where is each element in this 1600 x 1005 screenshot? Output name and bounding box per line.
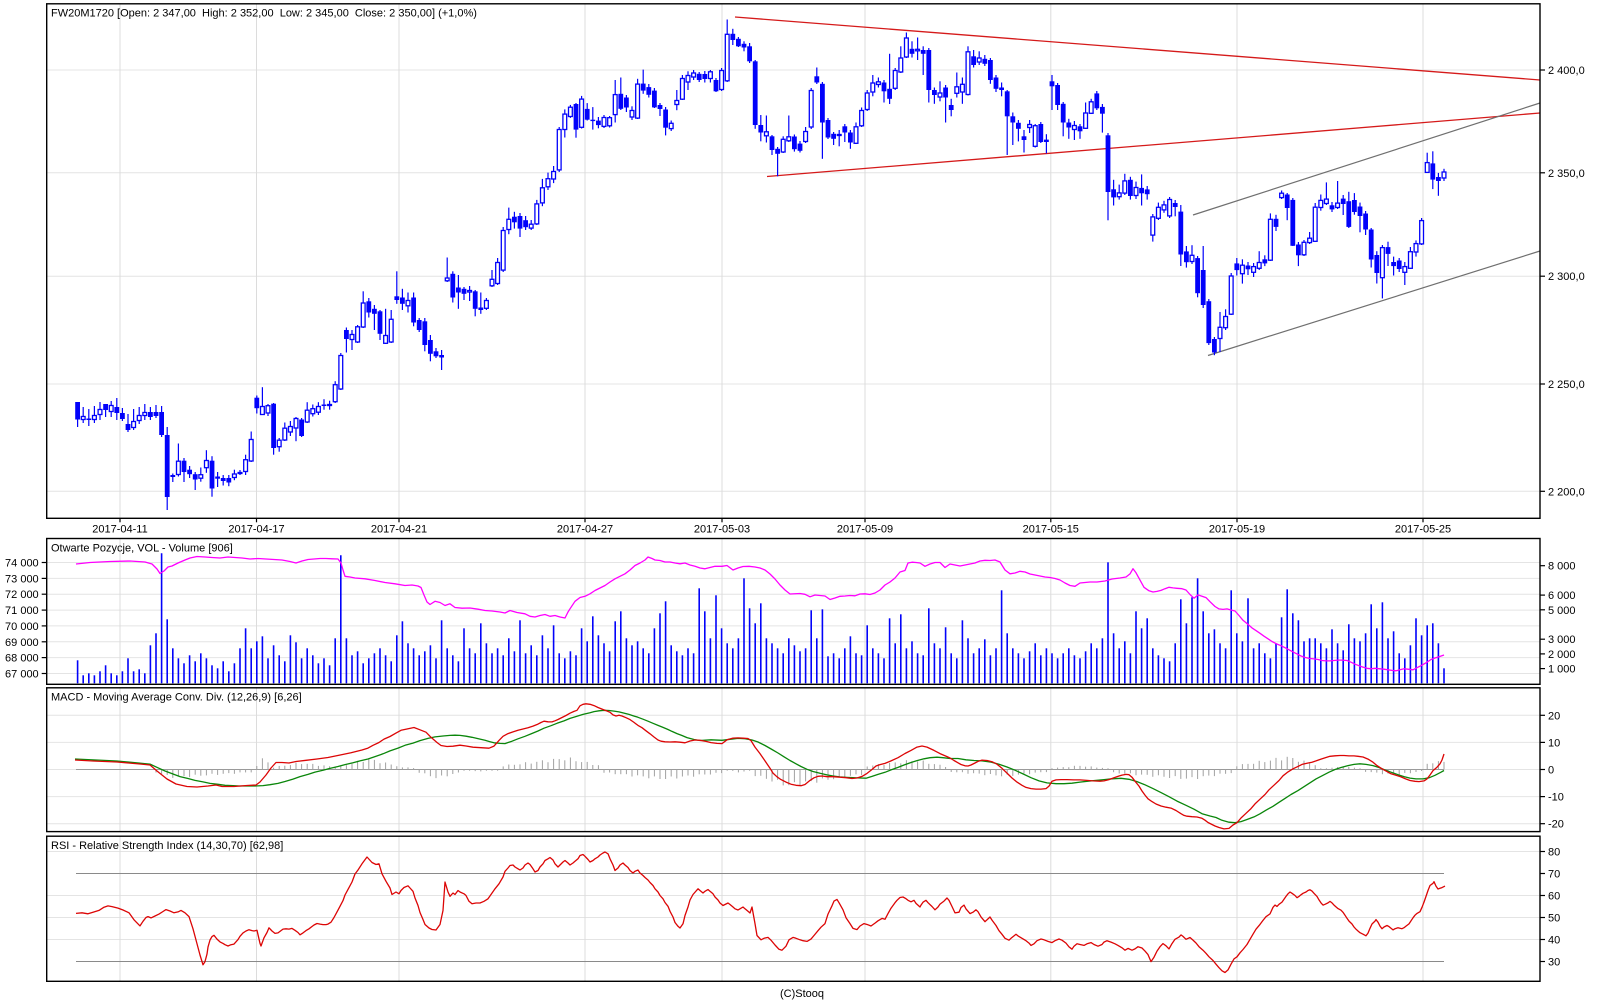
svg-text:RSI - Relative Strength Index: RSI - Relative Strength Index (14,30,70)… [51,840,283,852]
svg-text:2017-05-09: 2017-05-09 [837,524,893,536]
svg-text:73 000: 73 000 [5,573,39,585]
svg-text:40: 40 [1548,935,1560,947]
svg-text:2017-05-15: 2017-05-15 [1023,524,1079,536]
svg-text:68 000: 68 000 [5,653,39,665]
svg-text:2 200,0: 2 200,0 [1548,486,1585,498]
svg-text:FW20M1720 [Open: 2 347,00 Hig: FW20M1720 [Open: 2 347,00 High: 2 352,00… [51,8,477,20]
svg-text:67 000: 67 000 [5,669,39,681]
svg-text:80: 80 [1548,847,1560,859]
svg-text:2017-05-03: 2017-05-03 [694,524,750,536]
svg-text:20: 20 [1548,710,1560,722]
svg-text:30: 30 [1548,957,1560,969]
svg-text:2017-04-21: 2017-04-21 [371,524,427,536]
svg-text:MACD - Moving Average Conv. Di: MACD - Moving Average Conv. Div. (12,26,… [51,692,302,704]
svg-text:2 250,0: 2 250,0 [1548,379,1585,391]
svg-text:Otwarte Pozycje, VOL - Volume: Otwarte Pozycje, VOL - Volume [906] [51,543,233,555]
svg-text:72 000: 72 000 [5,589,39,601]
svg-text:2 400,0: 2 400,0 [1548,65,1585,77]
svg-text:-10: -10 [1548,792,1564,804]
svg-text:70 000: 70 000 [5,621,39,633]
svg-text:71 000: 71 000 [5,605,39,617]
svg-text:2017-05-25: 2017-05-25 [1395,524,1451,536]
svg-text:2017-04-27: 2017-04-27 [557,524,613,536]
svg-text:0: 0 [1548,765,1554,777]
svg-text:74 000: 74 000 [5,558,39,570]
svg-text:69 000: 69 000 [5,637,39,649]
svg-text:50: 50 [1548,913,1560,925]
svg-text:-20: -20 [1548,819,1564,831]
svg-text:2017-05-19: 2017-05-19 [1209,524,1265,536]
svg-text:(C)Stooq: (C)Stooq [780,988,824,1000]
svg-text:1 000: 1 000 [1548,664,1576,676]
svg-text:5 000: 5 000 [1548,605,1576,617]
svg-text:10: 10 [1548,737,1560,749]
svg-text:2017-04-17: 2017-04-17 [228,524,284,536]
svg-text:60: 60 [1548,891,1560,903]
svg-text:2017-04-11: 2017-04-11 [92,524,147,536]
svg-text:70: 70 [1548,869,1560,881]
svg-text:8 000: 8 000 [1548,561,1576,573]
svg-text:2 350,0: 2 350,0 [1548,168,1585,180]
svg-text:3 000: 3 000 [1548,634,1576,646]
svg-text:2 300,0: 2 300,0 [1548,271,1585,283]
svg-text:2 000: 2 000 [1548,649,1576,661]
svg-text:6 000: 6 000 [1548,590,1576,602]
